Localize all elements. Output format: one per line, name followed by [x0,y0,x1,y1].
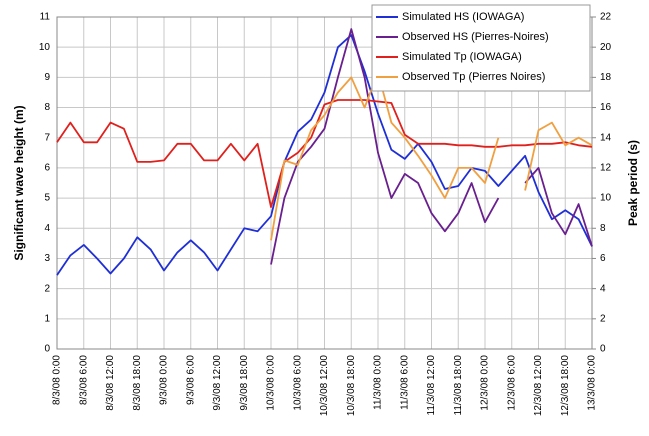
x-tick-label: 10/3/08 18:00 [346,355,357,417]
y-tick-label: 4 [44,223,50,234]
y2-axis-title: Peak period (s) [626,140,640,226]
x-tick-label: 8/3/08 18:00 [132,355,143,411]
x-tick-label: 12/3/08 18:00 [560,355,571,417]
x-tick-label: 9/3/08 18:00 [239,355,250,411]
legend-label: Observed Tp (Pierres Noires) [402,71,545,83]
x-tick-label: 8/3/08 0:00 [52,355,63,405]
y-tick-label: 11 [40,12,51,23]
y2-tick-label: 10 [600,193,612,204]
y-tick-label: 6 [44,163,50,174]
y2-tick-label: 4 [600,283,606,294]
x-tick-label: 8/3/08 6:00 [78,355,89,405]
y-tick-label: 8 [44,102,50,113]
y2-tick-label: 2 [600,313,606,324]
y-tick-label: 1 [44,313,50,324]
y-tick-label: 9 [44,72,50,83]
y2-tick-label: 14 [600,132,612,143]
x-tick-label: 13/3/08 0:00 [587,355,598,411]
plot-frame [56,16,593,350]
legend-label: Simulated HS (IOWAGA) [402,11,524,23]
x-tick-label: 8/3/08 12:00 [105,355,116,411]
y2-tick-label: 20 [600,42,612,53]
y-tick-label: 3 [44,253,50,264]
x-tick-label: 9/3/08 6:00 [185,355,196,405]
y-tick-label: 7 [44,132,50,143]
y2-tick-label: 0 [600,344,606,355]
series-line [56,99,593,208]
x-tick-label: 11/3/08 18:00 [453,355,464,416]
y2-tick-label: 12 [600,163,612,174]
legend-box [371,4,591,92]
x-tick-label: 10/3/08 0:00 [266,355,277,411]
series-line [56,34,593,276]
series-line [270,28,593,265]
y2-tick-label: 16 [600,102,612,113]
y2-tick-label: 8 [600,223,606,234]
legend-label: Observed HS (Pierres-Noires) [402,31,549,43]
x-tick-label: 9/3/08 12:00 [212,355,223,411]
x-tick-label: 12/3/08 6:00 [506,355,517,411]
x-tick-label: 10/3/08 12:00 [319,355,330,417]
y2-tick-label: 18 [600,72,612,83]
y2-tick-label: 6 [600,253,606,264]
x-tick-label: 10/3/08 6:00 [292,355,303,411]
y-tick-label: 5 [44,193,50,204]
x-tick-label: 11/3/08 0:00 [373,355,384,410]
y2-tick-label: 22 [600,12,612,23]
x-tick-label: 12/3/08 0:00 [480,355,491,411]
y-tick-label: 10 [39,42,51,53]
x-tick-label: 12/3/08 12:00 [533,355,544,417]
x-tick-label: 9/3/08 0:00 [159,355,170,405]
x-tick-label: 11/3/08 12:00 [426,355,437,416]
series-line [270,71,593,241]
legend-label: Simulated Tp (IOWAGA) [402,51,522,63]
x-tick-label: 11/3/08 6:00 [399,355,410,410]
y-axis-title: Significant wave height (m) [12,105,26,260]
y-tick-label: 2 [44,283,50,294]
y-tick-label: 0 [44,344,50,355]
